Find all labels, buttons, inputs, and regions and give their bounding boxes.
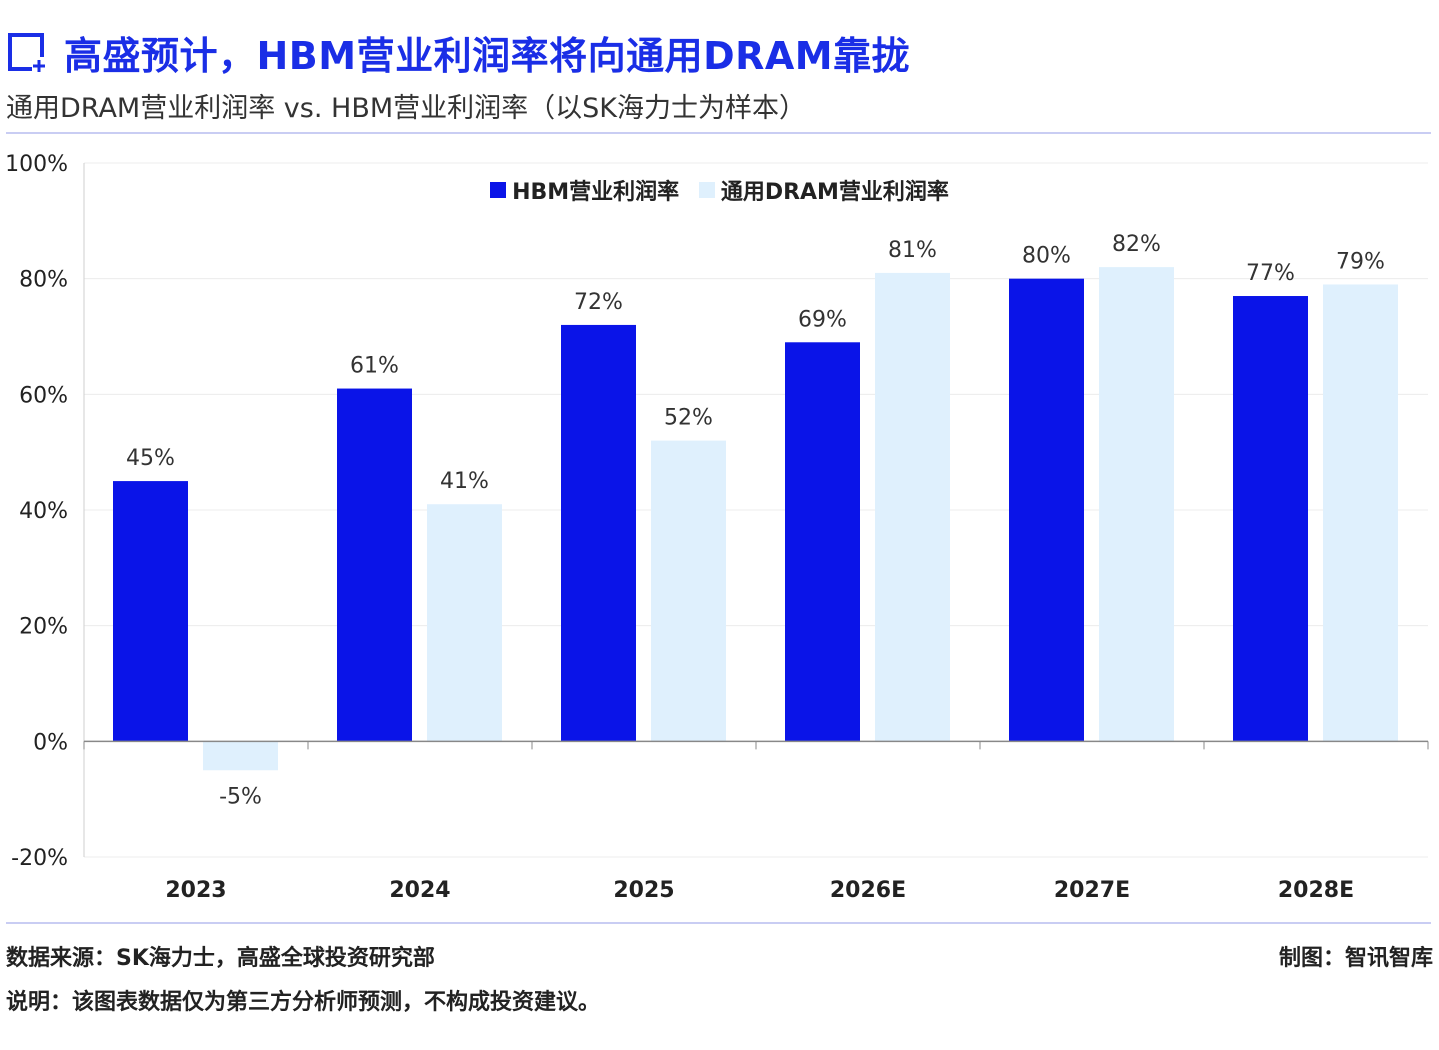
bar-layer (113, 267, 1398, 771)
data-label: 41% (440, 469, 489, 494)
legend-item-dram: 通用DRAM营业利润率 (698, 174, 949, 206)
bar-dram-2025 (651, 440, 726, 742)
data-label: 77% (1246, 261, 1295, 286)
bar-hbm-2028E (1233, 296, 1308, 742)
page-subtitle: 通用DRAM营业利润率 vs. HBM营业利润率（以SK海力士为样本） (6, 93, 806, 124)
bar-hbm-2027E (1009, 278, 1084, 742)
chart-box-plus-icon (8, 33, 45, 72)
bar-hbm-2026E (785, 342, 860, 742)
x-tick-label: 2027E (1054, 878, 1130, 903)
y-tick-label: 0% (33, 730, 68, 755)
data-label: 45% (126, 446, 175, 471)
bar-dram-2024 (427, 504, 502, 742)
y-tick-label: 100% (5, 152, 68, 177)
bar-hbm-2023 (113, 481, 188, 742)
bar-dram-2027E (1099, 267, 1174, 742)
label-layer: 100% 80% 60% 40% 20% 0% -20% 45% -5% 2023 61% 41% 20… (5, 152, 1385, 903)
data-label: 52% (664, 406, 713, 431)
data-label: 72% (574, 290, 623, 315)
title-row: 高盛预计，HBM营业利润率将向通用DRAM靠拢 (6, 24, 1431, 80)
bar-hbm-2024 (337, 388, 412, 742)
bar-dram-2023 (203, 741, 278, 771)
data-label: -5% (219, 784, 262, 809)
y-tick-label: 60% (19, 383, 68, 408)
disclaimer-note: 说明：该图表数据仅为第三方分析师预测，不构成投资建议。 (6, 990, 601, 1015)
top-divider (6, 132, 1431, 134)
data-label: 61% (350, 354, 399, 379)
chart-header: 高盛预计，HBM营业利润率将向通用DRAM靠拢 通用DRAM营业利润率 vs. … (6, 24, 1431, 125)
data-label: 82% (1112, 232, 1161, 257)
x-tick-label: 2026E (830, 878, 906, 903)
legend-label-hbm: HBM营业利润率 (512, 180, 680, 205)
bar-dram-2026E (875, 272, 950, 742)
x-tick-label: 2025 (613, 878, 674, 903)
x-tick-label: 2024 (389, 878, 450, 903)
data-label: 69% (798, 307, 847, 332)
grid-layer (84, 162, 1428, 858)
y-tick-label: -20% (11, 846, 68, 871)
legend-swatch-hbm (490, 182, 507, 198)
data-label: 79% (1336, 249, 1385, 274)
chart-legend: HBM营业利润率 通用DRAM营业利润率 (0, 174, 1439, 206)
x-tick-label: 2023 (165, 878, 226, 903)
chart-canvas: 100% 80% 60% 40% 20% 0% -20% 45% -5% 2023 61% 41% 20… (5, 152, 1429, 903)
bottom-divider (6, 922, 1431, 924)
legend-label-dram: 通用DRAM营业利润率 (720, 180, 949, 205)
axis-layer (83, 163, 1429, 857)
data-label: 80% (1022, 244, 1071, 269)
source-note: 数据来源：SK海力士，高盛全球投资研究部 (6, 946, 435, 971)
x-tick-label: 2028E (1278, 878, 1354, 903)
y-tick-label: 80% (19, 268, 68, 293)
data-label: 81% (888, 238, 937, 263)
legend-item-hbm: HBM营业利润率 (490, 174, 679, 206)
chart-credit: 制图：智讯智库 (1278, 946, 1433, 971)
bar-dram-2028E (1323, 284, 1398, 742)
bar-hbm-2025 (561, 324, 636, 742)
page-title: 高盛预计，HBM营业利润率将向通用DRAM靠拢 (64, 33, 911, 78)
y-tick-label: 20% (19, 615, 68, 640)
bar-chart: 100% 80% 60% 40% 20% 0% -20% 45% -5% 2023 61% 41% 20… (0, 140, 1439, 915)
y-tick-label: 40% (19, 499, 68, 524)
legend-swatch-dram (698, 182, 715, 198)
